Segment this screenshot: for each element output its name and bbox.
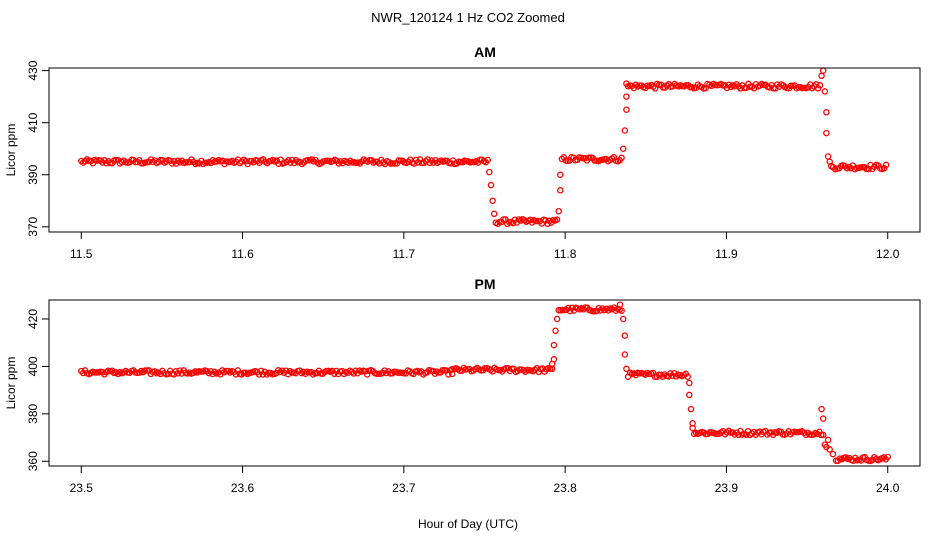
panel-title-am: AM — [474, 44, 496, 60]
data-point — [684, 373, 691, 380]
data-point — [618, 154, 625, 162]
data-point — [823, 129, 830, 137]
axes-am: 11.5 11.6 11.7 11.8 11.9 12.0 370 390 410 430 — [26, 60, 921, 261]
x-tick-label: 23.7 — [392, 481, 416, 495]
points-am — [78, 67, 890, 228]
panel-title-pm: PM — [475, 276, 496, 292]
data-point — [481, 365, 489, 372]
points-pm — [78, 301, 891, 465]
data-point — [884, 453, 891, 461]
data-point — [823, 109, 830, 116]
data-point — [557, 187, 564, 194]
data-point — [552, 327, 559, 335]
y-tick-label: 360 — [26, 451, 40, 471]
data-point — [484, 156, 491, 164]
data-point — [621, 332, 629, 339]
data-point — [826, 446, 833, 453]
data-point — [689, 424, 696, 432]
y-tick-label: 390 — [26, 164, 40, 184]
data-point — [819, 431, 827, 439]
data-point — [557, 171, 564, 178]
y-tick-label: 400 — [26, 356, 40, 376]
data-point — [618, 307, 625, 314]
data-point — [616, 301, 624, 308]
data-point — [619, 315, 627, 323]
data-point — [468, 158, 476, 166]
x-tick-label: 23.6 — [231, 481, 255, 495]
data-point — [623, 365, 630, 373]
x-tick-label: 11.6 — [231, 247, 254, 261]
y-tick-label: 430 — [26, 60, 40, 80]
data-point — [826, 158, 833, 165]
data-point — [623, 80, 630, 87]
data-point — [621, 351, 629, 358]
data-point — [859, 164, 866, 171]
data-point — [829, 450, 837, 458]
data-point — [821, 88, 829, 95]
data-point — [686, 379, 693, 387]
y-tick-label: 410 — [26, 112, 40, 132]
data-point — [686, 391, 693, 399]
y-tick-label: 420 — [26, 309, 40, 329]
data-point — [623, 106, 630, 113]
x-tick-label: 23.9 — [715, 481, 739, 495]
panel-pm: PM Licor ppm 23.5 23.6 23.7 23.8 23.9 24.0 360… — [4, 276, 921, 495]
figure-title: NWR_120124 1 Hz CO2 Zoomed — [371, 10, 565, 25]
x-tick-label: 23.8 — [553, 481, 577, 495]
data-point — [550, 341, 558, 349]
data-point — [818, 405, 825, 413]
data-point — [882, 161, 890, 169]
data-point — [621, 127, 629, 134]
data-point — [619, 145, 627, 152]
x-tick-label: 11.5 — [70, 247, 93, 261]
x-tick-label: 11.7 — [393, 247, 416, 261]
y-tick-label: 380 — [26, 403, 40, 423]
y-tick-label: 370 — [26, 216, 40, 236]
plot-frame — [48, 299, 921, 467]
data-point — [623, 93, 630, 100]
panel-am: AM Licor ppm 11.5 11.6 11.7 11.8 11.9 12.0 370… — [4, 44, 921, 261]
data-point — [553, 216, 561, 223]
data-point — [490, 210, 498, 218]
data-point — [487, 181, 495, 189]
data-point — [824, 436, 832, 444]
y-axis-label-pm: Licor ppm — [4, 357, 18, 410]
data-point — [550, 356, 558, 363]
data-point — [486, 168, 493, 176]
data-point — [553, 315, 561, 323]
x-tick-label: 11.8 — [554, 247, 577, 261]
data-point — [687, 405, 695, 413]
data-point — [489, 197, 496, 205]
y-axis-label-am: Licor ppm — [4, 124, 18, 177]
plot-frame — [48, 67, 921, 233]
axes-pm: 23.5 23.6 23.7 23.8 23.9 24.0 360 380 400 420 — [26, 299, 921, 495]
data-point — [555, 207, 562, 215]
x-tick-label: 11.9 — [715, 247, 738, 261]
x-tick-label: 24.0 — [876, 481, 900, 495]
data-point — [819, 415, 827, 422]
data-point — [391, 160, 399, 167]
x-tick-label: 12.0 — [876, 247, 900, 261]
x-axis-label: Hour of Day (UTC) — [418, 517, 518, 531]
data-point — [816, 82, 824, 89]
x-tick-label: 23.5 — [70, 481, 94, 495]
